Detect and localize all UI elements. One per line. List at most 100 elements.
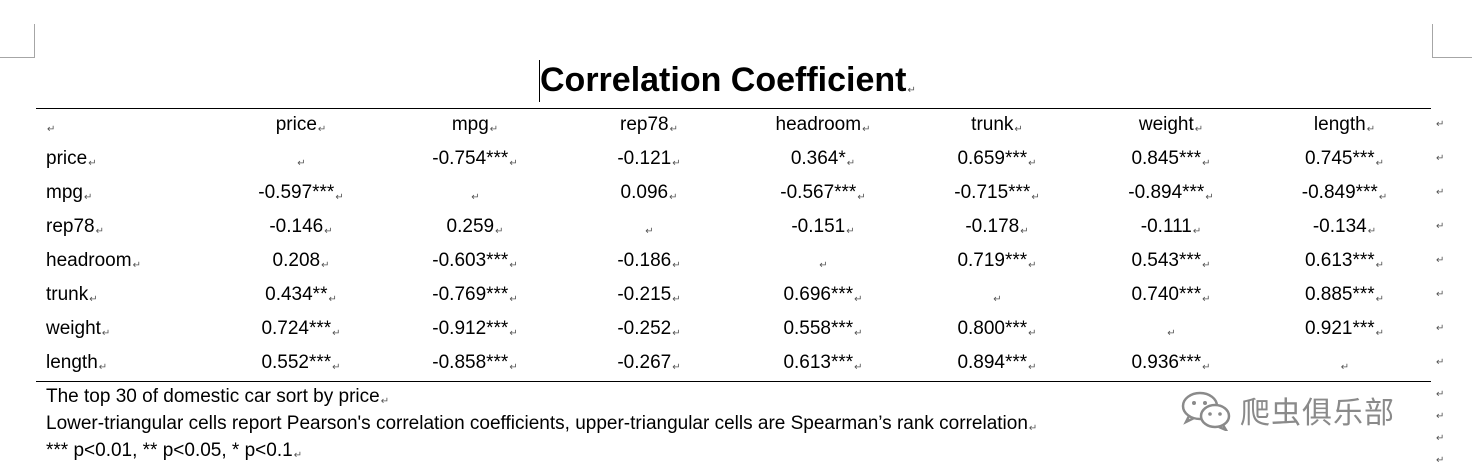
row-label-headroom[interactable]: headroom↵ — [46, 250, 141, 271]
table-cell[interactable]: 0.724***↵ — [261, 318, 341, 339]
table-cell[interactable]: -0.597***↵ — [258, 182, 344, 203]
paragraph-mark-icon: ↵ — [509, 158, 518, 169]
column-header-price[interactable]: price↵ — [275, 114, 327, 135]
column-header-headroom[interactable]: headroom↵ — [775, 114, 871, 135]
paragraph-mark-icon: ↵ — [88, 158, 97, 169]
table-cell[interactable]: ↵ — [910, 278, 1084, 312]
paragraph-mark-icon: ↵ — [1340, 362, 1350, 373]
table-cell[interactable]: -0.769***↵ — [432, 284, 518, 305]
note-line[interactable]: The top 30 of domestic car sort by price… — [46, 386, 390, 407]
table-cell[interactable]: 0.543***↵ — [1131, 250, 1211, 271]
row-end-mark-icon: ↵ — [1436, 255, 1445, 266]
column-header-trunk[interactable]: trunk↵ — [971, 114, 1023, 135]
paragraph-mark-icon: ↵ — [321, 260, 330, 271]
crop-mark-top-left-horizontal — [0, 57, 35, 58]
table-cell[interactable]: 0.696***↵ — [783, 284, 863, 305]
table-cell[interactable]: 0.613***↵ — [783, 352, 863, 373]
table-row-price: price↵ ↵ -0.754***↵ -0.121↵ 0.364*↵ 0.65… — [36, 142, 1431, 176]
table-cell[interactable]: -0.215↵ — [617, 284, 681, 305]
table-cell[interactable]: 0.845***↵ — [1131, 148, 1211, 169]
row-label-weight[interactable]: weight↵ — [46, 318, 111, 339]
table-cell[interactable]: 0.208↵ — [272, 250, 330, 271]
table-cell[interactable]: 0.434**↵ — [265, 284, 337, 305]
table-cell[interactable]: -0.267↵ — [617, 352, 681, 373]
row-label-trunk[interactable]: trunk↵ — [46, 284, 98, 305]
row-label-price[interactable]: price↵ — [46, 148, 97, 169]
table-cell[interactable]: -0.603***↵ — [432, 250, 518, 271]
table-cell[interactable]: -0.111↵ — [1140, 216, 1202, 237]
table-cell[interactable]: ↵ — [214, 142, 388, 176]
paragraph-mark-icon: ↵ — [471, 192, 480, 203]
paragraph-mark-icon: ↵ — [672, 362, 681, 373]
paragraph-mark-icon: ↵ — [854, 328, 863, 339]
paragraph-mark-icon: ↵ — [1194, 124, 1204, 135]
table-cell[interactable]: -0.754***↵ — [432, 148, 518, 169]
table-cell[interactable]: -0.858***↵ — [432, 352, 518, 373]
table-cell[interactable]: -0.567***↵ — [780, 182, 866, 203]
paragraph-mark-icon: ↵ — [846, 158, 856, 169]
row-label-length[interactable]: length↵ — [46, 352, 108, 373]
paragraph-mark-icon: ↵ — [672, 158, 681, 169]
correlation-table[interactable]: ↵ price↵ mpg↵ rep78↵ headroom↵ trunk↵ we… — [36, 108, 1431, 380]
table-cell[interactable]: 0.552***↵ — [261, 352, 341, 373]
column-header-weight[interactable]: weight↵ — [1138, 114, 1204, 135]
table-cell[interactable]: ↵ — [562, 210, 736, 244]
table-cell[interactable]: 0.259↵ — [446, 216, 504, 237]
note-line[interactable]: Lower-triangular cells report Pearson's … — [46, 413, 1038, 434]
table-cell[interactable]: -0.178↵ — [965, 216, 1029, 237]
document-title-text: Correlation Coefficient — [540, 61, 907, 99]
table-cell[interactable]: -0.151↵ — [791, 216, 855, 237]
column-header-mpg[interactable]: mpg↵ — [451, 114, 499, 135]
table-cell[interactable]: -0.134↵ — [1312, 216, 1377, 237]
table-cell[interactable]: 0.885***↵ — [1304, 284, 1385, 305]
table-cell[interactable]: ↵ — [388, 176, 562, 210]
paragraph-mark-icon: ↵ — [669, 124, 678, 135]
column-header-length[interactable]: length↵ — [1313, 114, 1376, 135]
row-label-rep78[interactable]: rep78↵ — [46, 216, 104, 237]
table-cell[interactable]: ↵ — [1084, 312, 1258, 346]
paragraph-mark-icon: ↵ — [1366, 124, 1376, 135]
table-cell[interactable]: 0.096↵ — [620, 182, 678, 203]
note-line[interactable]: *** p<0.01, ** p<0.05, * p<0.1↵ — [46, 440, 303, 461]
paragraph-mark-icon: ↵ — [1014, 124, 1023, 135]
paragraph-mark-icon: ↵ — [332, 328, 341, 339]
table-cell[interactable]: -0.912***↵ — [432, 318, 518, 339]
table-row-length: length↵ 0.552***↵ -0.858***↵ -0.267↵ 0.6… — [36, 346, 1431, 380]
paragraph-mark-icon: ↵ — [101, 328, 111, 339]
table-cell[interactable]: -0.849***↵ — [1301, 182, 1388, 203]
paragraph-mark-icon: ↵ — [1375, 158, 1385, 169]
paragraph-mark-icon: ↵ — [98, 362, 108, 373]
table-cell[interactable]: -0.252↵ — [617, 318, 681, 339]
table-cell[interactable]: 0.800***↵ — [957, 318, 1037, 339]
table-cell[interactable]: 0.936***↵ — [1131, 352, 1211, 373]
row-label-mpg[interactable]: mpg↵ — [46, 182, 93, 203]
paragraph-mark-icon: ↵ — [332, 362, 341, 373]
paragraph-mark-icon: ↵ — [907, 85, 916, 96]
table-cell[interactable]: -0.146↵ — [269, 216, 333, 237]
table-cell[interactable]: 0.659***↵ — [957, 148, 1037, 169]
table-cell[interactable]: -0.121↵ — [617, 148, 681, 169]
paragraph-mark-icon: ↵ — [862, 124, 871, 135]
table-cell[interactable]: ↵ — [1258, 346, 1431, 380]
column-header-rep78[interactable]: rep78↵ — [620, 114, 678, 135]
table-cell[interactable]: 0.894***↵ — [957, 352, 1037, 373]
table-cell[interactable]: -0.715***↵ — [954, 182, 1040, 203]
document-title[interactable]: Correlation Coefficient↵ — [540, 58, 916, 102]
table-cell[interactable]: 0.745***↵ — [1304, 148, 1385, 169]
table-cell[interactable]: 0.558***↵ — [783, 318, 863, 339]
table-cell[interactable]: 0.364*↵ — [790, 148, 856, 169]
table-corner-cell[interactable]: ↵ — [36, 108, 214, 142]
table-cell[interactable]: -0.186↵ — [617, 250, 681, 271]
table-cell[interactable]: ↵ — [736, 244, 910, 278]
crop-mark-top-right-horizontal — [1432, 57, 1472, 58]
table-cell[interactable]: -0.894***↵ — [1128, 182, 1214, 203]
paragraph-mark-icon: ↵ — [1028, 328, 1037, 339]
paragraph-mark-icon: ↵ — [1202, 362, 1211, 373]
row-end-mark-icon: ↵ — [1436, 221, 1445, 232]
paragraph-mark-icon: ↵ — [672, 328, 681, 339]
table-cell[interactable]: 0.921***↵ — [1304, 318, 1385, 339]
table-bottom-rule — [36, 381, 1431, 382]
table-cell[interactable]: 0.719***↵ — [957, 250, 1037, 271]
table-cell[interactable]: 0.613***↵ — [1304, 250, 1385, 271]
table-cell[interactable]: 0.740***↵ — [1131, 284, 1211, 305]
